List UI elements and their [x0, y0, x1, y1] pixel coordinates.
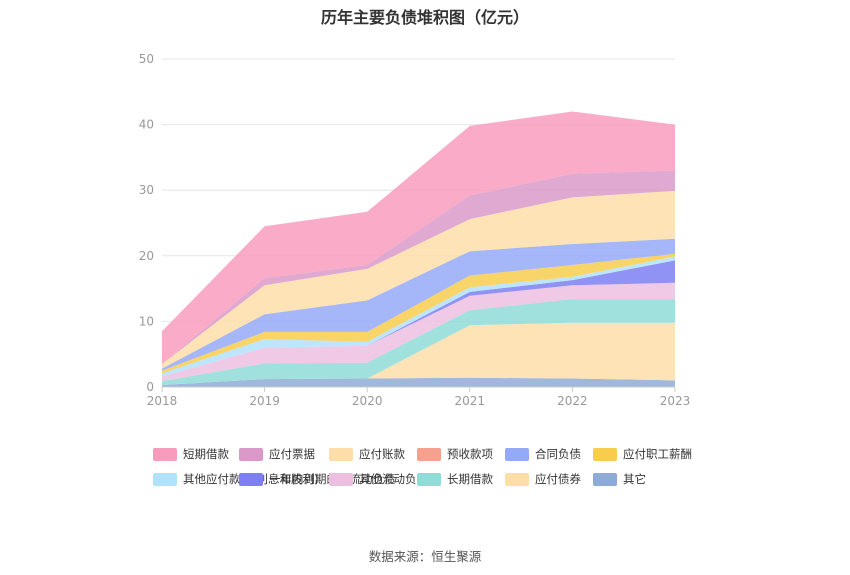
legend-swatch [593, 472, 617, 486]
area-series-11 [162, 111, 675, 364]
legend-label: 长期借款 [447, 472, 493, 486]
legend-label: 预收款项 [447, 447, 493, 461]
area-series-9 [162, 190, 675, 369]
area-chart: 0 10 20 30 40 50 2018 2019 2020 2021 2022 2023 [139, 52, 691, 408]
area-series-4 [162, 260, 675, 377]
area-series-10 [162, 170, 675, 364]
legend-label: 应付债券 [535, 472, 581, 486]
legend-label: 合同负债 [535, 447, 581, 461]
area-series-5 [162, 256, 675, 377]
y-tick-label: 10 [139, 314, 154, 328]
y-tick-label: 0 [146, 380, 154, 394]
chart-title: 历年主要负债堆积图（亿元） [320, 8, 529, 27]
x-tick-label: 2020 [352, 394, 383, 408]
legend-swatch [417, 447, 441, 461]
legend-item[interactable]: 短期借款 [153, 446, 229, 462]
legend-item[interactable]: 应付职工薪酬 [593, 446, 692, 462]
data-source: 数据来源：恒生聚源 [368, 549, 482, 564]
legend-swatch [417, 472, 441, 486]
legend-swatch [505, 447, 529, 461]
x-tick-label: 2022 [557, 394, 588, 408]
legend-item[interactable]: 应付票据 [239, 446, 315, 462]
stacked-areas [162, 111, 675, 387]
legend-label: 应付职工薪酬 [623, 447, 692, 461]
area-series-6 [162, 253, 675, 374]
legend-label: 其他流动负债 [359, 472, 428, 486]
legend-item[interactable]: 应付债券 [505, 471, 581, 487]
legend-label: 其它 [623, 472, 646, 486]
legend-swatch [153, 472, 177, 486]
legend-item[interactable]: 其他流动负债 [329, 471, 428, 487]
legend-swatch [239, 472, 263, 486]
legend-item[interactable]: 预收款项 [417, 446, 493, 462]
legend-swatch [329, 447, 353, 461]
legend-item[interactable]: 其它 [593, 471, 646, 487]
legend-item[interactable]: 长期借款 [417, 471, 493, 487]
legend-swatch [505, 472, 529, 486]
y-tick-label: 40 [139, 118, 154, 132]
area-series-0 [162, 377, 675, 387]
legend-swatch [239, 447, 263, 461]
axes: 0 10 20 30 40 50 2018 2019 2020 2021 2022 2023 [139, 52, 691, 408]
area-series-1 [162, 322, 675, 385]
legend-item[interactable]: 应付账款 [329, 446, 405, 462]
y-tick-label: 50 [139, 52, 154, 66]
legend-swatch [153, 447, 177, 461]
legend-label: 应付账款 [359, 447, 405, 461]
area-series-7 [162, 238, 675, 371]
area-series-3 [162, 282, 675, 382]
y-tick-label: 30 [139, 183, 154, 197]
legend-swatch [593, 447, 617, 461]
legend-swatch [329, 472, 353, 486]
area-series-2 [162, 299, 675, 385]
x-tick-label: 2021 [455, 394, 486, 408]
x-tick-label: 2023 [660, 394, 691, 408]
legend-label: 应付票据 [269, 447, 315, 461]
y-tick-label: 20 [139, 249, 154, 263]
x-tick-label: 2019 [249, 394, 280, 408]
x-tick-label: 2018 [147, 394, 178, 408]
legend-item[interactable]: 合同负债 [505, 446, 581, 462]
legend-label: 短期借款 [183, 447, 229, 461]
